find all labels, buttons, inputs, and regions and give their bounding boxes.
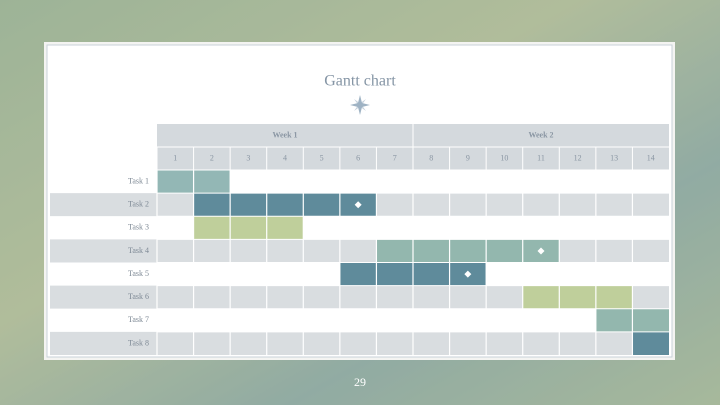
task-label: Task 6 (128, 292, 149, 301)
week-label: Week 1 (272, 130, 297, 139)
row-bg (50, 285, 669, 309)
day-label: 6 (356, 153, 360, 162)
task-label: Task 4 (128, 246, 149, 255)
slide-number: 29 (354, 375, 366, 389)
title: Gantt chart (324, 73, 396, 90)
day-label: 11 (537, 153, 545, 162)
milestone (464, 270, 472, 278)
day-label: 13 (610, 153, 618, 162)
task-label: Task 2 (128, 200, 149, 209)
compass-icon (350, 95, 370, 115)
day-label: 9 (466, 153, 470, 162)
week-label: Week 2 (528, 130, 553, 139)
row-bg (50, 331, 669, 355)
task-bar (193, 193, 377, 217)
task-bar (376, 239, 560, 263)
day-label: 12 (574, 153, 582, 162)
task-label: Task 1 (128, 176, 149, 185)
milestone (537, 247, 545, 255)
task-label: Task 7 (128, 315, 149, 324)
day-label: 10 (500, 153, 508, 162)
task-bar (193, 216, 304, 240)
row-bg (50, 308, 669, 332)
day-label: 14 (647, 153, 655, 162)
day-label: 4 (283, 153, 287, 162)
task-bar (522, 285, 633, 309)
day-label: 5 (320, 153, 324, 162)
day-label: 3 (246, 153, 250, 162)
day-label: 8 (429, 153, 433, 162)
task-label: Task 5 (128, 269, 149, 278)
day-label: 7 (393, 153, 397, 162)
milestone (354, 201, 362, 209)
day-label: 1 (173, 153, 177, 162)
task-label: Task 8 (128, 338, 149, 347)
task-label: Task 3 (128, 223, 149, 232)
day-label: 2 (210, 153, 214, 162)
task-bar (632, 331, 669, 355)
